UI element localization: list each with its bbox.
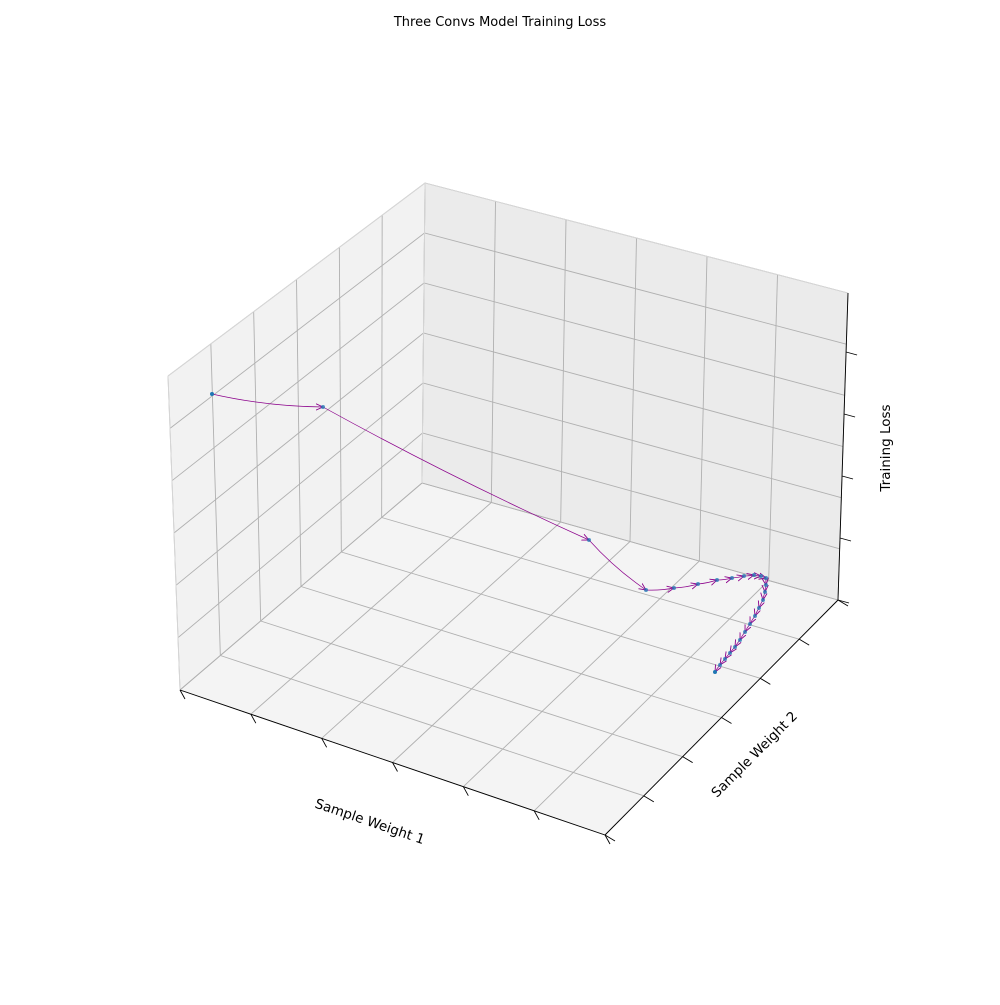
y-tick: [799, 639, 809, 645]
y-tick: [760, 678, 770, 684]
trajectory-point: [743, 630, 747, 634]
trajectory-point: [738, 638, 742, 642]
trajectory-point: [718, 663, 722, 667]
y-tick: [644, 796, 654, 802]
chart-title: Three Convs Model Training Loss: [393, 15, 607, 30]
trajectory-point: [753, 614, 757, 618]
z-tick: [846, 352, 857, 355]
x-axis-label: Sample Weight 1: [313, 796, 427, 848]
trajectory-point: [696, 582, 700, 586]
trajectory-point: [730, 576, 734, 580]
trajectory-point: [733, 645, 737, 649]
trajectory-point: [587, 538, 591, 542]
trajectory-point: [759, 574, 763, 578]
trajectory-point: [764, 576, 768, 580]
z-tick: [844, 414, 855, 417]
z-tick: [842, 476, 853, 479]
z-axis-label: Training Loss: [878, 404, 894, 492]
trajectory-point: [748, 622, 752, 626]
trajectory-point: [763, 590, 767, 594]
trajectory-point: [757, 606, 761, 610]
y-tick: [683, 757, 693, 763]
trajectory-point: [761, 598, 765, 602]
z-tick: [840, 538, 851, 541]
trajectory-point: [723, 657, 727, 661]
grid-line-y-vertical: [382, 215, 383, 517]
trajectory-point: [210, 392, 214, 396]
trajectory-point: [742, 574, 746, 578]
y-axis-label: Sample Weight 2: [708, 708, 801, 801]
trajectory-point: [728, 651, 732, 655]
trajectory-point: [715, 578, 719, 582]
trajectory-point: [644, 588, 648, 592]
trajectory-point: [321, 405, 325, 409]
trajectory-point: [713, 670, 717, 674]
y-tick: [722, 718, 732, 724]
trajectory-point: [672, 586, 676, 590]
trajectory-point: [752, 573, 756, 577]
trajectory-point: [764, 583, 768, 587]
